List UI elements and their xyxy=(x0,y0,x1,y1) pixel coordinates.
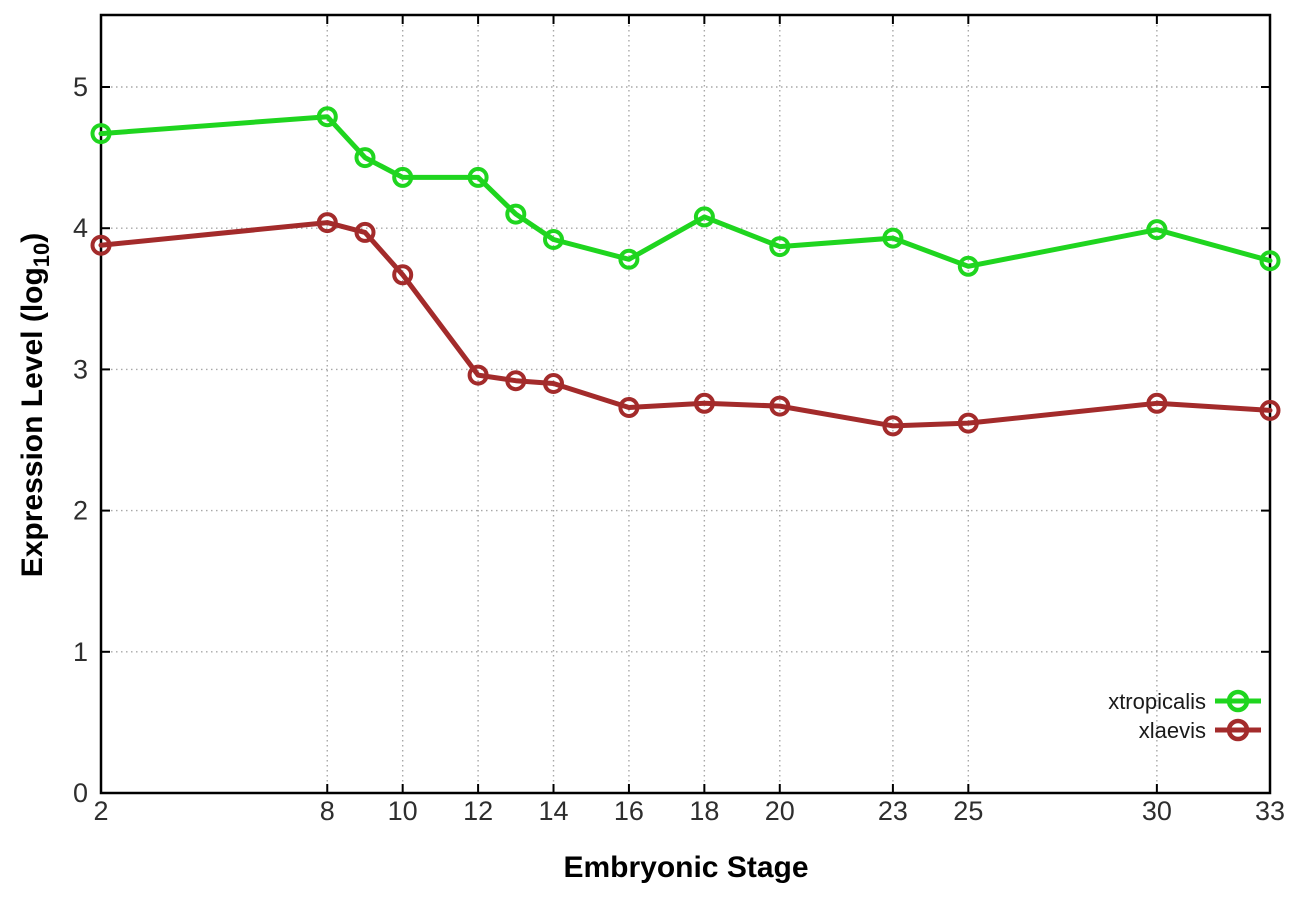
data-point-marker xyxy=(392,166,414,188)
y-tick-label: 3 xyxy=(73,354,88,384)
y-tick-label: 1 xyxy=(73,637,88,667)
x-tick-label: 18 xyxy=(689,796,719,826)
data-point-marker xyxy=(882,227,904,249)
series-xtropicalis xyxy=(90,106,1281,277)
data-point-marker xyxy=(1146,392,1168,414)
x-tick-label: 25 xyxy=(953,796,983,826)
data-point-marker xyxy=(90,234,112,256)
legend-label-xtropicalis: xtropicalis xyxy=(1108,689,1206,714)
data-point-marker xyxy=(769,236,791,258)
series-line xyxy=(98,114,1273,269)
data-point-marker xyxy=(693,392,715,414)
y-axis-title-subscript: 10 xyxy=(29,243,54,267)
series-xlaevis xyxy=(90,212,1281,437)
x-tick-label: 33 xyxy=(1255,796,1285,826)
legend-marker-xtropicalis xyxy=(1215,689,1261,713)
x-axis-title: Embryonic Stage xyxy=(563,851,808,884)
legend-marker-xlaevis xyxy=(1215,718,1261,742)
data-point-marker xyxy=(90,123,112,145)
data-point-marker xyxy=(769,395,791,417)
data-point-marker xyxy=(618,397,640,418)
data-point-marker xyxy=(354,221,376,243)
data-point-marker xyxy=(316,106,338,128)
x-tick-label: 2 xyxy=(93,796,108,826)
data-point-marker xyxy=(505,370,527,392)
series-line xyxy=(98,220,1273,429)
y-axis-title-suffix: ) xyxy=(16,233,49,243)
y-tick-label: 5 xyxy=(73,72,88,102)
data-point-marker xyxy=(618,248,640,270)
data-point-marker xyxy=(882,415,904,437)
data-point-marker xyxy=(467,364,489,386)
y-axis-title-main: Expression Level (log xyxy=(16,267,49,577)
data-point-marker xyxy=(957,412,979,434)
x-tick-label: 8 xyxy=(320,796,335,826)
legend: xtropicalis xlaevis xyxy=(1108,689,1206,743)
x-tick-label: 23 xyxy=(878,796,908,826)
x-tick-label: 14 xyxy=(538,796,568,826)
x-tick-label: 30 xyxy=(1142,796,1172,826)
data-point-marker xyxy=(354,147,376,169)
data-point-marker xyxy=(543,229,564,250)
data-point-marker xyxy=(467,166,489,188)
x-tick-label: 10 xyxy=(388,796,418,826)
y-axis-title: Expression Level (log10) xyxy=(16,233,54,578)
legend-point-sample xyxy=(1226,718,1250,742)
data-series xyxy=(90,106,1281,437)
data-point-marker xyxy=(316,212,338,234)
data-point-marker xyxy=(1146,219,1168,241)
data-point-marker xyxy=(693,206,715,228)
y-tick-label: 4 xyxy=(73,213,88,243)
y-tick-label: 0 xyxy=(73,778,88,808)
legend-markers xyxy=(1215,689,1261,742)
plot-border-rect xyxy=(99,13,1272,795)
legend-point-sample xyxy=(1226,689,1250,713)
x-tick-label: 12 xyxy=(463,796,493,826)
x-tick-label: 16 xyxy=(614,796,644,826)
data-point-marker xyxy=(543,373,564,394)
data-point-marker xyxy=(505,203,527,225)
plot-border xyxy=(99,13,1272,795)
data-point-marker xyxy=(392,264,414,286)
data-point-marker xyxy=(1259,250,1281,272)
data-point-marker xyxy=(1259,399,1281,421)
data-point-marker xyxy=(957,255,979,277)
legend-label-xlaevis: xlaevis xyxy=(1139,718,1206,743)
y-tick-label: 2 xyxy=(73,496,88,526)
x-tick-label: 20 xyxy=(765,796,795,826)
